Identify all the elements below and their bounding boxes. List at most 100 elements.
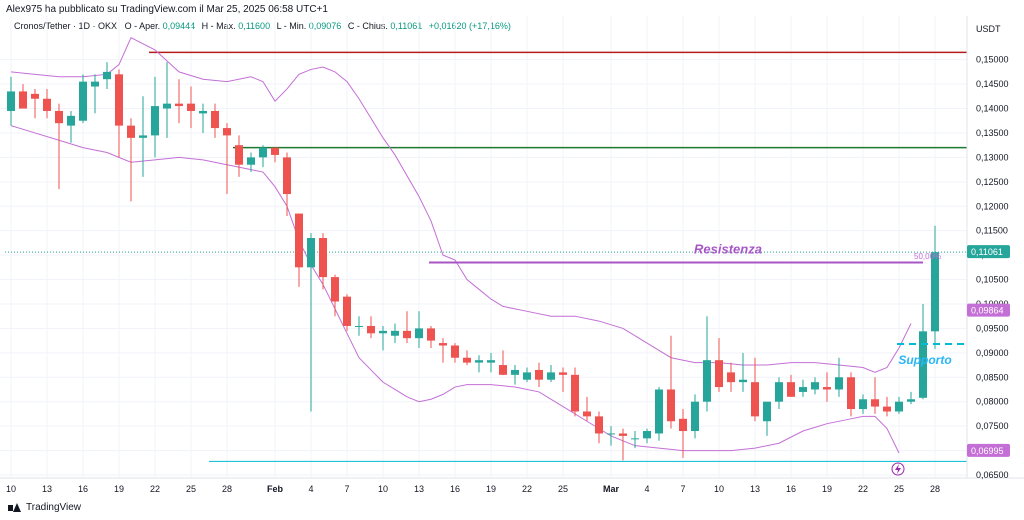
candle-body [559, 372, 567, 375]
candle-up [511, 365, 519, 385]
candle-body [103, 71, 111, 80]
price-tag-box [967, 443, 1010, 457]
publisher-line: Alex975 ha pubblicato su TradingView.com… [6, 4, 328, 15]
price-tag-text: 0,09864 [971, 306, 1004, 316]
candle-body [91, 81, 99, 87]
price-tag-text: 0,06995 [971, 446, 1004, 456]
candle-body [79, 81, 87, 121]
footer-brand: TradingView [26, 502, 82, 513]
candle-up [811, 377, 819, 395]
high-value: 0,11600 [238, 21, 271, 31]
time-tick-label: 22 [522, 484, 532, 494]
time-tick-label: 10 [714, 484, 724, 494]
candle-up [139, 96, 147, 177]
candle-body [763, 401, 771, 422]
candle-body [55, 110, 63, 124]
price-tag-text: 0,11061 [971, 247, 1003, 257]
candle-up [199, 103, 207, 133]
lightning-icon [891, 462, 905, 476]
candle-up [775, 377, 783, 410]
symbol-legend: Cronos/Tether · 1D · OKX O - Aper. 0,094… [14, 21, 511, 31]
candle-up [703, 316, 711, 412]
candle-body [739, 379, 747, 383]
candle-body [883, 406, 891, 412]
candle-body [787, 382, 795, 397]
candle-body [823, 387, 831, 390]
candle-down [715, 338, 723, 392]
candle-down [667, 335, 675, 429]
candle-up [919, 303, 927, 400]
candle-down [571, 367, 579, 417]
candle-up [523, 367, 531, 383]
candle-down [223, 123, 231, 195]
candle-up [487, 352, 495, 373]
candle-body [859, 399, 867, 410]
candle-body [811, 382, 819, 390]
candle-down [679, 409, 687, 458]
candle-down [235, 135, 243, 177]
candle-body [403, 330, 411, 339]
candle-body [799, 387, 807, 392]
candle-down [403, 311, 411, 344]
time-tick-label: 28 [930, 484, 940, 494]
price-tick-label: 0,15000 [976, 55, 1009, 65]
time-tick-label: 22 [150, 484, 160, 494]
close-label: C - Chius. [347, 21, 388, 31]
candle-up [931, 225, 939, 349]
time-tick-label: 16 [786, 484, 796, 494]
candle-body [667, 389, 675, 422]
price-tick-label: 0,09500 [976, 323, 1009, 333]
candle-body [547, 372, 555, 380]
low-label: L - Min. [276, 21, 307, 31]
candle-body [751, 382, 759, 417]
change-value: +0,01620 (+17,16%) [428, 21, 511, 31]
candle-up [163, 62, 171, 138]
price-tick-label: 0,14500 [976, 79, 1009, 89]
candle-down [499, 350, 507, 375]
footer: TradingView [8, 502, 81, 513]
candle-up [67, 110, 75, 143]
candle-down [559, 367, 567, 392]
candle-up [307, 233, 315, 412]
currency-label: USDT [976, 24, 1001, 34]
bollinger-bands [10, 36, 912, 454]
candle-down [883, 396, 891, 417]
candle-body [163, 103, 171, 109]
candle-down [787, 374, 795, 397]
price-tag-box [967, 245, 1010, 259]
resistance-label: Resistenza [694, 241, 762, 256]
candle-down [463, 350, 471, 366]
candle-down [427, 325, 435, 348]
symbol-name: Cronos/Tether · 1D · OKX [14, 21, 118, 31]
candles [7, 62, 939, 461]
time-tick-label: 13 [414, 484, 424, 494]
candle-body [439, 343, 447, 346]
candle-body [451, 345, 459, 358]
candle-down [55, 103, 63, 190]
candle-body [43, 98, 51, 111]
candle-body [691, 401, 699, 432]
candle-body [475, 360, 483, 363]
candle-body [139, 135, 147, 138]
price-tag: 0,11061 [967, 245, 1010, 259]
candle-body [919, 331, 927, 398]
time-tick-label: 4 [644, 484, 649, 494]
candle-up [607, 426, 615, 446]
candle-body [775, 382, 783, 402]
time-tick-label: 13 [750, 484, 760, 494]
time-tick-label: 7 [680, 484, 685, 494]
candle-down [439, 338, 447, 363]
price-tick-label: 0,09000 [976, 348, 1009, 358]
low-value: 0,09076 [308, 21, 342, 31]
time-tick-label: 10 [378, 484, 388, 494]
candle-body [31, 93, 39, 99]
candle-body [199, 110, 207, 114]
candle-body [307, 238, 315, 268]
time-tick-label: Mar [603, 484, 620, 494]
close-value: 0,11061 [390, 21, 423, 31]
price-tick-label: 0,10500 [976, 275, 1009, 285]
candle-up [259, 145, 267, 168]
price-tick-label: 0,12000 [976, 201, 1009, 211]
candle-down [367, 316, 375, 339]
